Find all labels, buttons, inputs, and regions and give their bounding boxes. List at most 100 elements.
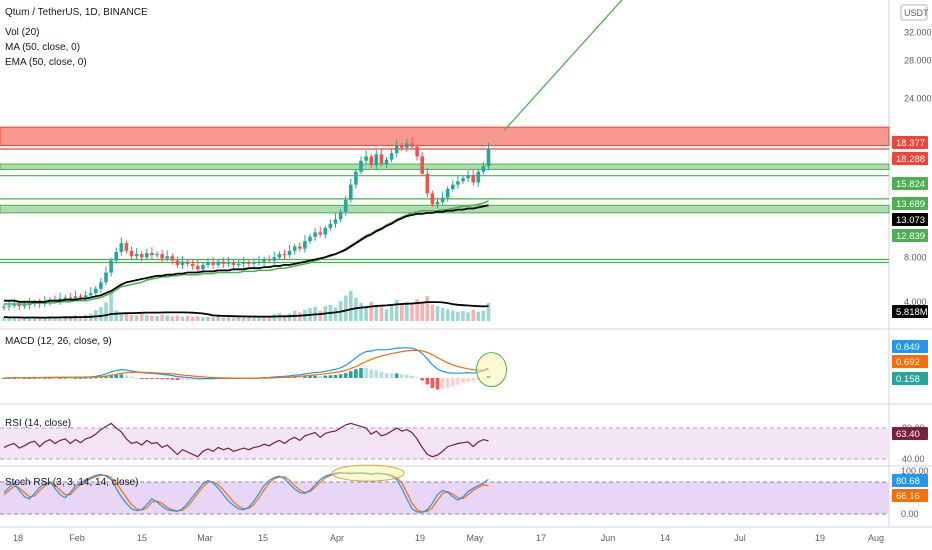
candle-body[interactable] xyxy=(175,260,180,265)
candle-body[interactable] xyxy=(73,296,78,299)
date-tick-label[interactable]: 15 xyxy=(137,533,147,543)
price-tag[interactable] xyxy=(892,136,928,149)
candle-body[interactable] xyxy=(180,261,185,265)
candle-body[interactable] xyxy=(354,171,358,185)
candle-body[interactable] xyxy=(231,262,236,265)
candle-body[interactable] xyxy=(226,262,231,264)
zone-support-1[interactable] xyxy=(0,163,890,170)
candle-body[interactable] xyxy=(190,263,195,267)
candle-body[interactable] xyxy=(196,266,200,270)
candle-body[interactable] xyxy=(257,261,261,263)
currency-badge[interactable] xyxy=(900,4,928,21)
candle-body[interactable] xyxy=(333,219,338,224)
signal-line[interactable] xyxy=(3,349,489,379)
candle-body[interactable] xyxy=(440,197,445,203)
date-tick-label[interactable]: Aug xyxy=(868,533,884,543)
candle-body[interactable] xyxy=(369,156,373,166)
candle-body[interactable] xyxy=(83,295,88,298)
candle-body[interactable] xyxy=(359,160,363,172)
candle-body[interactable] xyxy=(313,232,317,237)
candle-body[interactable] xyxy=(241,262,246,264)
candle-body[interactable] xyxy=(338,211,343,220)
candle-body[interactable] xyxy=(466,174,470,179)
candle-body[interactable] xyxy=(410,143,414,147)
candle-body[interactable] xyxy=(374,154,379,166)
ema-50-line[interactable] xyxy=(4,200,489,305)
candle-body[interactable] xyxy=(384,159,389,165)
candle-body[interactable] xyxy=(150,253,154,256)
price-tag[interactable] xyxy=(892,427,928,440)
price-tag[interactable] xyxy=(892,197,928,210)
macd-highlight-circle[interactable] xyxy=(476,352,507,388)
candle-body[interactable] xyxy=(145,253,149,258)
candle-body[interactable] xyxy=(211,262,215,265)
price-tag[interactable] xyxy=(892,372,928,385)
candle-body[interactable] xyxy=(308,236,312,242)
price-tag[interactable] xyxy=(892,305,928,318)
candle-body[interactable] xyxy=(303,241,307,249)
candle-body[interactable] xyxy=(129,250,134,257)
candle-body[interactable] xyxy=(160,254,164,259)
candle-body[interactable] xyxy=(435,202,440,205)
candle-body[interactable] xyxy=(2,306,6,308)
volume-ma-line[interactable] xyxy=(3,301,489,319)
candle-body[interactable] xyxy=(17,304,22,307)
date-tick-label[interactable]: May xyxy=(466,533,484,543)
candle-body[interactable] xyxy=(165,256,169,259)
candle-body[interactable] xyxy=(12,304,16,306)
price-tag[interactable] xyxy=(892,213,928,226)
candle-body[interactable] xyxy=(405,143,409,148)
candle-body[interactable] xyxy=(461,178,465,182)
date-tick-label[interactable]: 15 xyxy=(258,533,268,543)
macd-line[interactable] xyxy=(3,347,489,380)
stoch-k-line[interactable] xyxy=(3,472,489,513)
candle-body[interactable] xyxy=(476,171,481,183)
candle-body[interactable] xyxy=(451,184,455,189)
candle-body[interactable] xyxy=(415,146,419,157)
candle-body[interactable] xyxy=(364,156,368,161)
date-tick-label[interactable]: Apr xyxy=(330,533,344,543)
candle-body[interactable] xyxy=(68,297,73,299)
price-tag[interactable] xyxy=(892,474,928,487)
candle-body[interactable] xyxy=(267,259,271,261)
candle-body[interactable] xyxy=(400,145,404,148)
candle-body[interactable] xyxy=(298,246,302,249)
candle-body[interactable] xyxy=(282,254,287,256)
candle-body[interactable] xyxy=(58,298,62,301)
candle-body[interactable] xyxy=(430,193,435,205)
candle-body[interactable] xyxy=(252,262,256,264)
candle-body[interactable] xyxy=(22,305,27,307)
candle-body[interactable] xyxy=(292,246,297,251)
date-tick-label[interactable]: Feb xyxy=(69,533,85,543)
date-tick-label[interactable]: Jun xyxy=(601,533,616,543)
date-tick-label[interactable]: 19 xyxy=(415,533,425,543)
price-tag[interactable] xyxy=(892,489,928,502)
candle-body[interactable] xyxy=(104,272,108,283)
candle-body[interactable] xyxy=(425,173,430,194)
candle-body[interactable] xyxy=(486,148,491,167)
candle-body[interactable] xyxy=(471,174,475,183)
date-tick-label[interactable]: 14 xyxy=(660,533,670,543)
candle-body[interactable] xyxy=(349,184,353,200)
candle-body[interactable] xyxy=(185,261,190,264)
candle-body[interactable] xyxy=(389,153,394,160)
candle-body[interactable] xyxy=(63,297,67,299)
price-tag[interactable] xyxy=(892,152,928,165)
candle-body[interactable] xyxy=(99,282,103,289)
candle-body[interactable] xyxy=(379,154,384,165)
candle-body[interactable] xyxy=(139,254,144,258)
candle-body[interactable] xyxy=(481,166,486,172)
candle-body[interactable] xyxy=(277,254,282,258)
price-tag[interactable] xyxy=(892,177,928,190)
candle-body[interactable] xyxy=(170,256,175,261)
candle-body[interactable] xyxy=(445,188,450,198)
candle-body[interactable] xyxy=(394,145,399,154)
candle-body[interactable] xyxy=(155,254,159,256)
candle-body[interactable] xyxy=(420,156,424,174)
candle-body[interactable] xyxy=(456,181,460,185)
candle-body[interactable] xyxy=(109,260,113,273)
candle-body[interactable] xyxy=(272,257,277,261)
candle-body[interactable] xyxy=(262,259,266,262)
candle-body[interactable] xyxy=(134,254,139,257)
